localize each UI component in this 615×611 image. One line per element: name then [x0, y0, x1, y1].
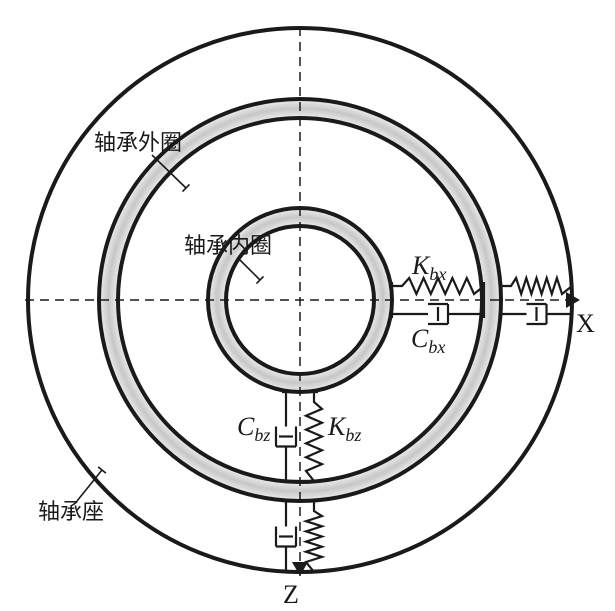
spring-icon	[501, 278, 572, 294]
inner-ring-label: 轴承内圈	[184, 233, 272, 258]
z-axis-label: Z	[283, 580, 299, 609]
x-axis-label: X	[576, 309, 595, 338]
spring-icon	[306, 501, 322, 572]
kbz-label: Kbz	[327, 412, 361, 445]
outer-ring-label: 轴承外圈	[94, 130, 182, 155]
cbx-label: Cbx	[411, 324, 445, 357]
cbz-label: Cbz	[237, 412, 270, 445]
housing-label: 轴承座	[38, 499, 104, 524]
inner-ring-leader	[238, 258, 260, 280]
kbx-label: Kbx	[411, 251, 446, 284]
spring-icon	[306, 392, 322, 481]
